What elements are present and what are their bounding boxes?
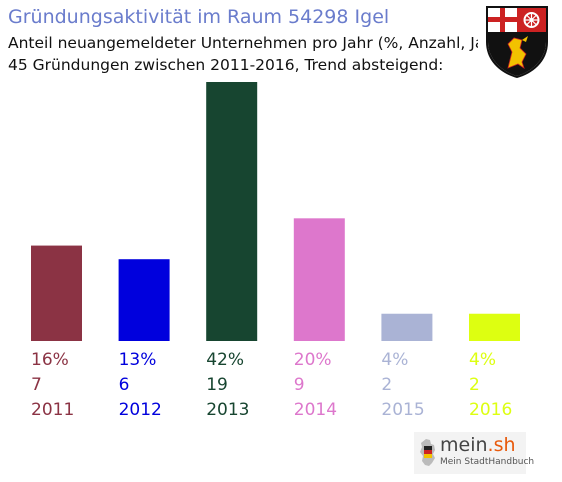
bar-2014 bbox=[293, 218, 345, 341]
percent-label-2011: 16% bbox=[31, 350, 69, 370]
bar-2015 bbox=[381, 313, 433, 341]
year-label-2011: 2011 bbox=[31, 400, 74, 420]
germany-map-icon bbox=[420, 439, 435, 466]
bar-2011 bbox=[31, 245, 82, 341]
percent-label-2016: 4% bbox=[469, 350, 496, 370]
year-label-2013: 2013 bbox=[206, 400, 249, 420]
chart-subtitle-line2: 45 Gründungen zwischen 2011-2016, Trend … bbox=[8, 56, 444, 74]
count-label-2013: 19 bbox=[206, 375, 228, 395]
count-label-2011: 7 bbox=[31, 375, 42, 395]
percent-label-2012: 13% bbox=[119, 350, 157, 370]
count-label-2012: 6 bbox=[119, 375, 130, 395]
coat-of-arms-icon bbox=[478, 2, 556, 80]
year-label-2012: 2012 bbox=[119, 400, 162, 420]
logo-tagline: Mein StadtHandbuch bbox=[440, 457, 535, 467]
percent-label-2014: 20% bbox=[294, 350, 332, 370]
bar-2016 bbox=[469, 313, 520, 341]
bar-2013 bbox=[206, 82, 258, 341]
count-label-2014: 9 bbox=[294, 375, 305, 395]
percent-label-2013: 42% bbox=[206, 350, 244, 370]
year-label-2015: 2015 bbox=[381, 400, 424, 420]
chart-subtitle-line1: Anteil neuangemeldeter Unternehmen pro J… bbox=[8, 34, 507, 52]
year-label-2016: 2016 bbox=[469, 400, 512, 420]
percent-label-2015: 4% bbox=[381, 350, 408, 370]
year-label-2014: 2014 bbox=[294, 400, 337, 420]
mein-sh-logo[interactable]: mein.sh Mein StadtHandbuch bbox=[414, 432, 534, 474]
chart-title: Gründungsaktivität im Raum 54298 Igel bbox=[8, 6, 390, 28]
count-label-2016: 2 bbox=[469, 375, 480, 395]
bar-2012 bbox=[118, 259, 170, 341]
count-label-2015: 2 bbox=[381, 375, 392, 395]
logo-wordmark: mein.sh bbox=[440, 434, 516, 456]
